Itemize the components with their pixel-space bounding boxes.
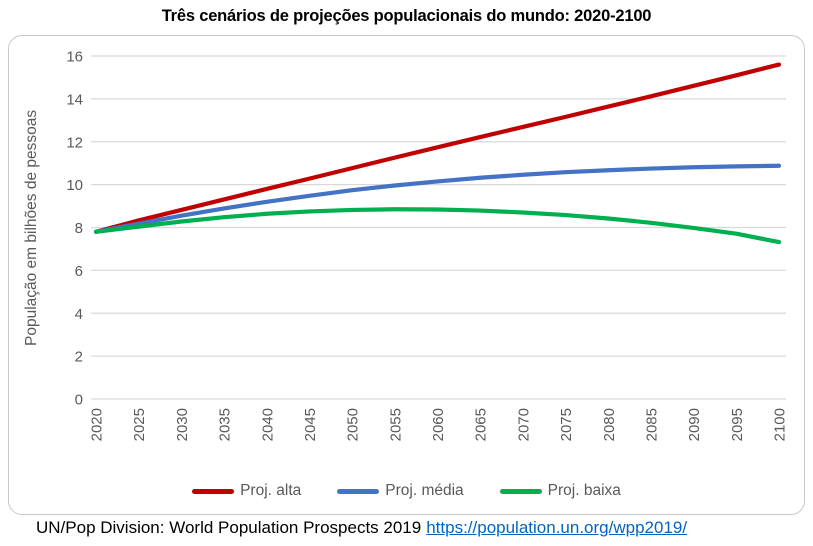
x-tick-label: 2070: [515, 408, 532, 441]
y-tick-label: 16: [66, 49, 83, 66]
x-tick-label: 2090: [686, 408, 703, 441]
legend-item: Proj. média: [337, 482, 464, 500]
chart-title: Três cenários de projeções populacionais…: [161, 7, 652, 25]
x-tick-label: 2040: [259, 408, 276, 441]
y-tick-label: 10: [66, 177, 83, 194]
x-tick-label: 2060: [430, 408, 447, 441]
source-text: UN/Pop Division: World Population Prospe…: [36, 518, 422, 537]
legend-swatch-icon: [192, 488, 235, 494]
legend-item: Proj. baixa: [499, 482, 621, 500]
source-note: UN/Pop Division: World Population Prospe…: [36, 518, 687, 538]
x-tick-label: 2080: [601, 408, 618, 441]
legend-item: Proj. alta: [192, 482, 301, 500]
y-tick-label: 12: [66, 134, 83, 151]
x-tick-label: 2025: [131, 408, 148, 441]
x-tick-label: 2100: [772, 408, 789, 441]
x-tick-label: 2095: [729, 408, 746, 441]
x-tick-label: 2045: [302, 408, 319, 441]
plot-svg: 0 2 4 6 8 10 12 14 16 2020 2025 2030 2035 2040 2045 205…: [66, 49, 789, 442]
x-tick-label: 2055: [387, 408, 404, 441]
x-tick-label: 2050: [345, 408, 362, 441]
x-tick-label: 2065: [473, 408, 490, 441]
y-tick-label: 4: [75, 306, 83, 323]
x-tick-label: 2035: [217, 408, 234, 441]
x-tick-label: 2020: [89, 408, 106, 441]
y-axis-title: População em bilhões de pessoas: [23, 109, 40, 346]
chart-area: 0 2 4 6 8 10 12 14 16 2020 2025 2030 2035 2040 2045 205…: [8, 35, 805, 515]
legend-swatch-icon: [499, 488, 542, 494]
y-tick-label: 14: [66, 91, 83, 108]
x-tick-label: 2030: [174, 408, 191, 441]
y-tick-label: 2: [75, 349, 83, 366]
series-line-proj-baixa: [93, 207, 782, 245]
legend-label: Proj. média: [385, 482, 464, 499]
legend-swatch-icon: [337, 488, 380, 494]
x-tick-label: 2085: [643, 408, 660, 441]
y-tick-label: 0: [75, 392, 83, 409]
x-tick-label: 2075: [558, 408, 575, 441]
series-line-proj-m-dia: [93, 163, 782, 234]
legend-label: Proj. alta: [240, 482, 302, 499]
y-tick-label: 6: [75, 263, 83, 280]
series-line-proj-alta: [93, 62, 782, 234]
legend: Proj. alta Proj. média Proj. baixa: [9, 482, 804, 500]
y-tick-label: 8: [75, 220, 83, 237]
source-link[interactable]: https://population.un.org/wpp2019/: [426, 518, 688, 537]
legend-label: Proj. baixa: [547, 482, 621, 499]
